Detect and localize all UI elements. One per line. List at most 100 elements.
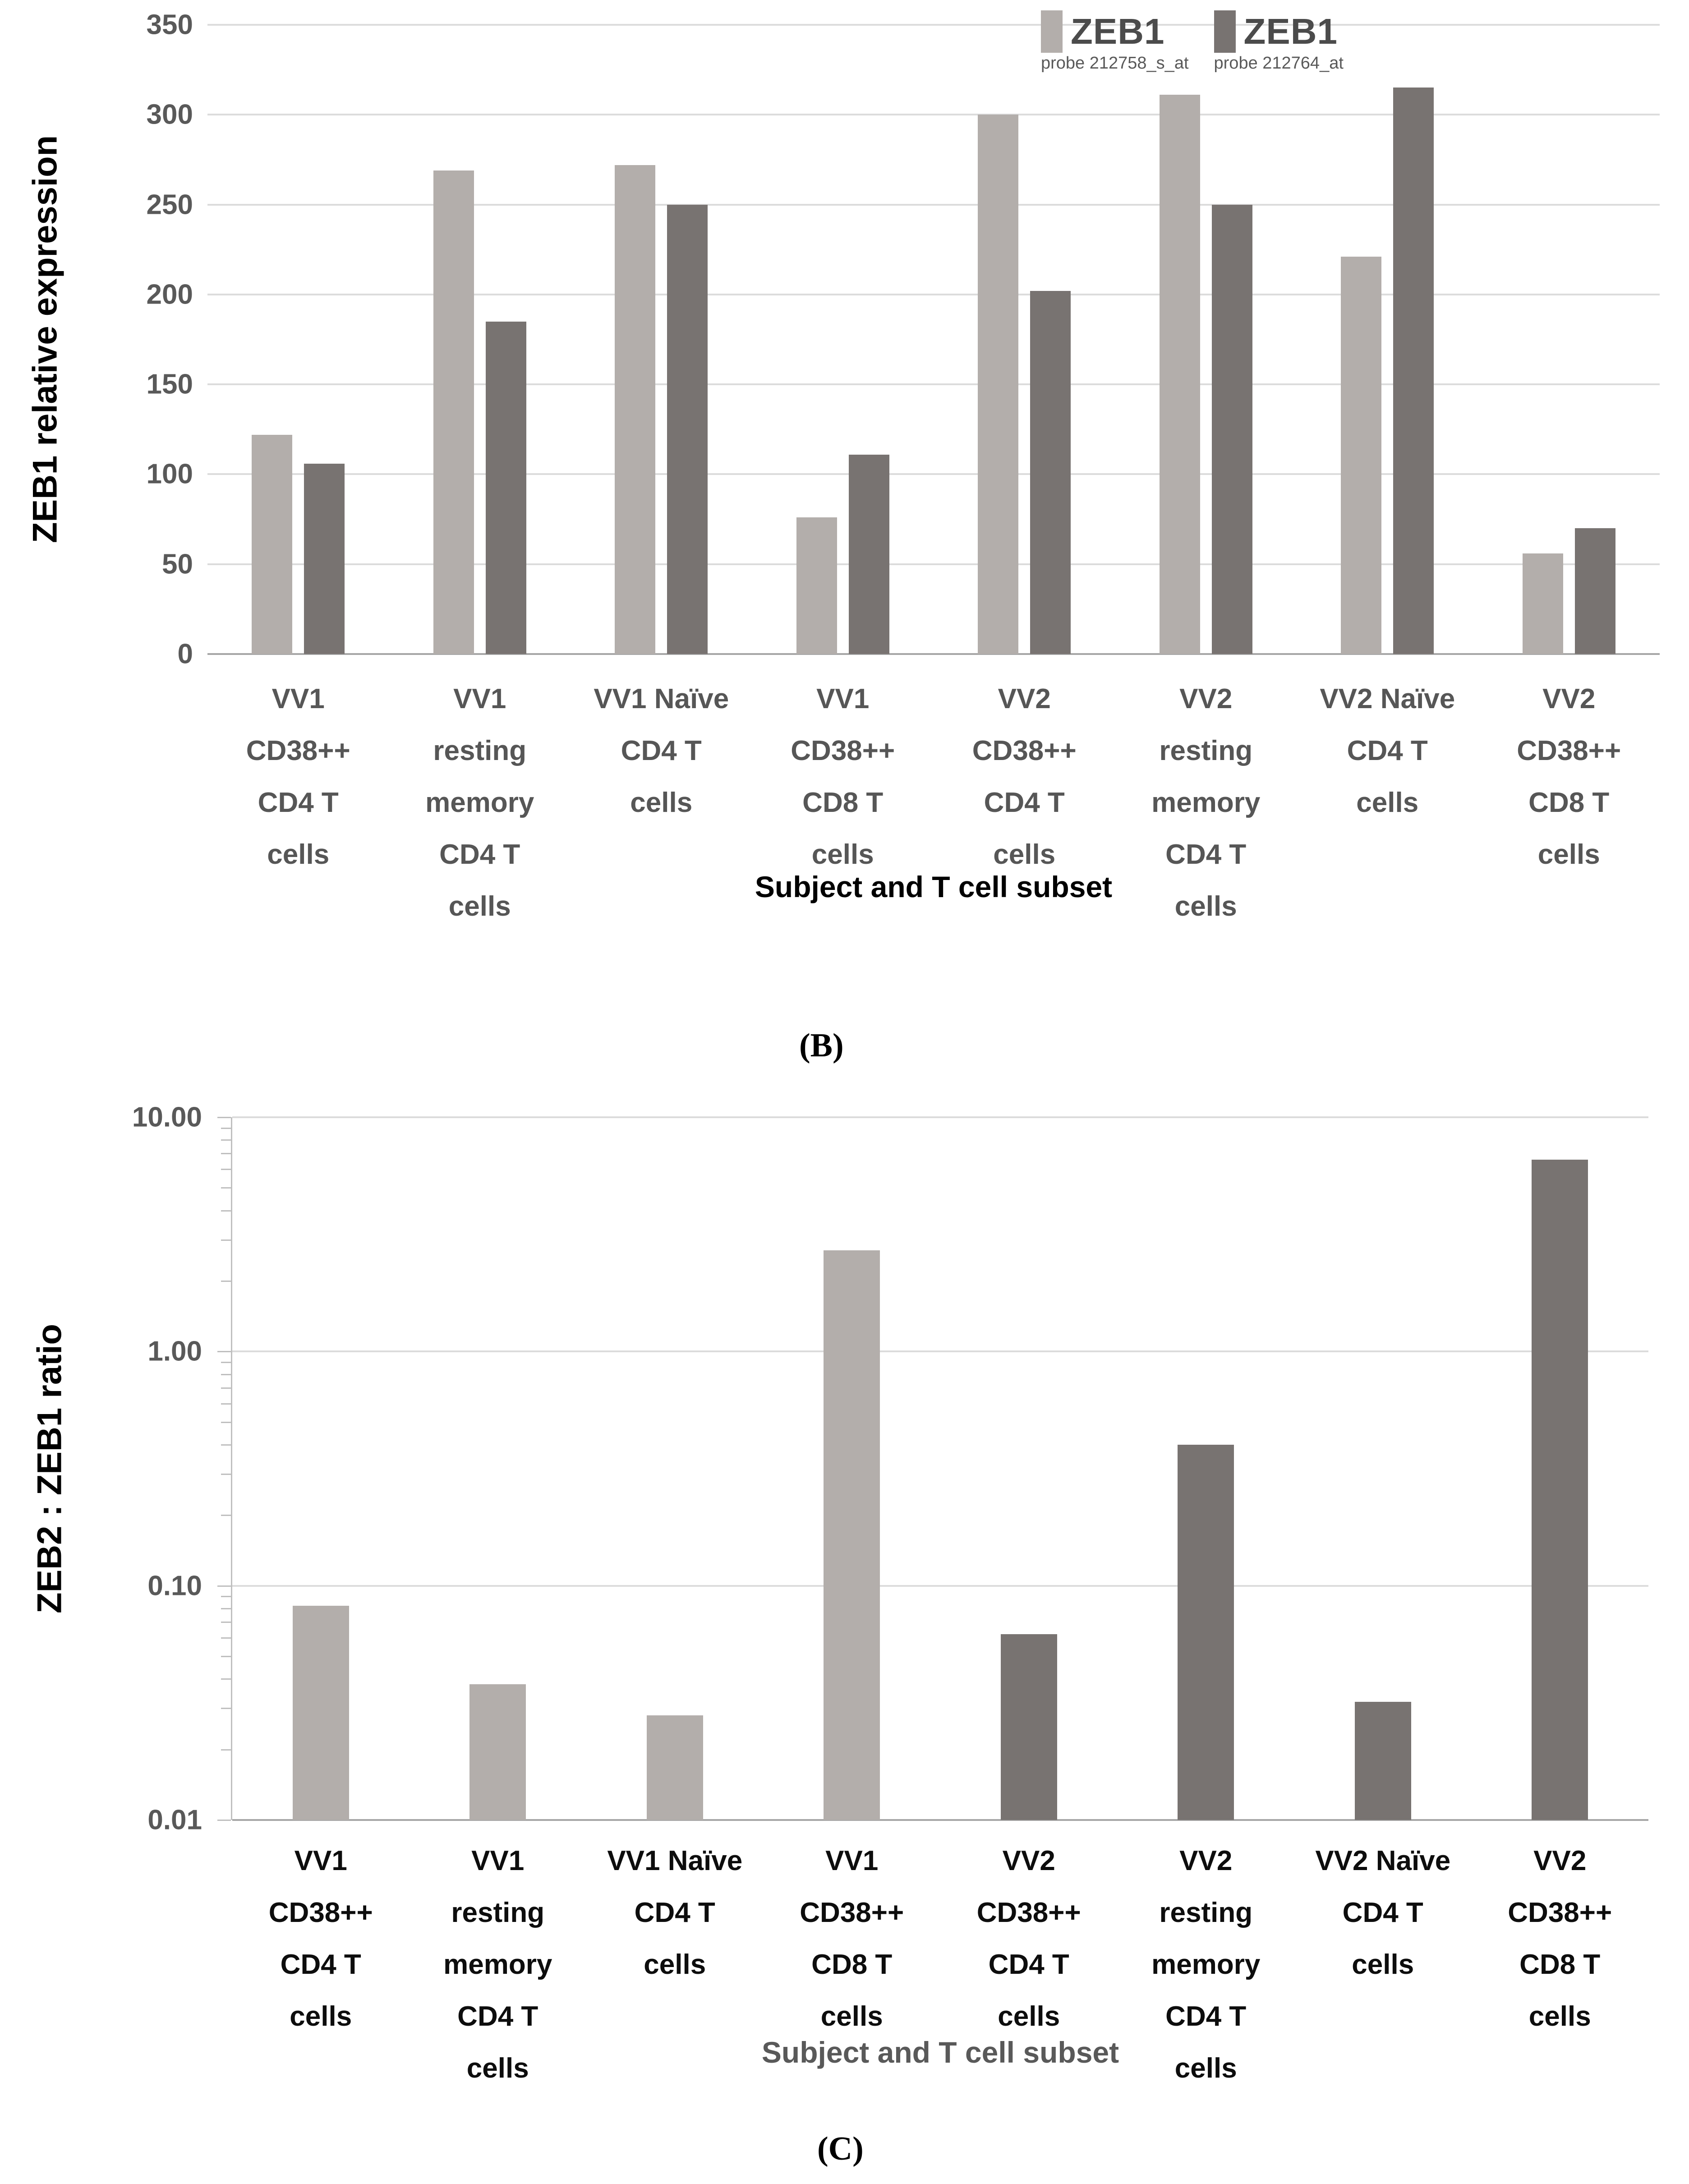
category-label: VV1 resting memory CD4 T cells bbox=[425, 683, 534, 922]
y-axis-major-tick bbox=[217, 1820, 231, 1821]
gridline bbox=[207, 563, 1660, 565]
y-axis-minor-tick bbox=[221, 1187, 231, 1189]
x-axis-title-b: Subject and T cell subset bbox=[755, 870, 1113, 903]
category-label: VV1 CD38++ CD8 T cells bbox=[800, 1845, 904, 2032]
y-tick-label: 150 bbox=[146, 369, 193, 400]
y-axis-minor-tick bbox=[221, 1678, 231, 1680]
bar bbox=[433, 170, 474, 654]
gridline bbox=[232, 1585, 1648, 1587]
y-axis-minor-tick bbox=[221, 1127, 231, 1129]
bar bbox=[647, 1715, 703, 1820]
gridline bbox=[207, 293, 1660, 295]
category-label: VV1 resting memory CD4 T cells bbox=[443, 1845, 552, 2084]
y-axis-minor-tick bbox=[221, 1708, 231, 1709]
y-axis-minor-tick bbox=[221, 1608, 231, 1609]
y-axis-ticks-b: 350 300 250 200 150 100 50 0 bbox=[0, 9, 193, 670]
x-axis-categories-b: VV1 CD38++ CD4 T cells VV1 resting memory… bbox=[207, 673, 1660, 932]
legend-label: ZEB1 bbox=[1243, 11, 1338, 51]
bar bbox=[469, 1684, 526, 1820]
y-axis-minor-tick bbox=[221, 1210, 231, 1212]
category-label: VV2 CD38++ CD4 T cells bbox=[972, 683, 1077, 870]
panel-letter-c: (C) bbox=[817, 2130, 864, 2167]
gridline bbox=[207, 203, 1660, 206]
legend: ZEB1 probe 212758_s_at ZEB1 probe 212764… bbox=[1041, 10, 1344, 73]
bar bbox=[1030, 291, 1071, 654]
y-axis-minor-tick bbox=[221, 1656, 231, 1657]
y-axis-minor-tick bbox=[221, 1403, 231, 1405]
y-axis-major-tick bbox=[217, 1117, 231, 1118]
gridline bbox=[207, 114, 1660, 116]
y-axis-minor-tick bbox=[221, 1637, 231, 1639]
category-label: VV1 Naïve CD4 T cells bbox=[607, 1845, 743, 1980]
y-tick-label: 250 bbox=[146, 189, 193, 221]
gridline bbox=[207, 473, 1660, 475]
y-axis-ticks-c: 10.00 1.00 0.10 0.01 bbox=[0, 1102, 202, 1836]
x-axis-title-c: Subject and T cell subset bbox=[761, 2036, 1119, 2069]
bar bbox=[293, 1606, 349, 1820]
bar bbox=[849, 455, 889, 654]
gridline bbox=[232, 1350, 1648, 1353]
x-axis-categories-c: VV1 CD38++ CD4 T cells VV1 resting memory… bbox=[232, 1835, 1648, 2094]
y-axis-major-tick bbox=[217, 1351, 231, 1353]
category-label: VV2 Naïve CD4 T cells bbox=[1315, 1845, 1451, 1980]
gridline bbox=[207, 24, 1660, 26]
bar bbox=[1575, 528, 1615, 654]
bar bbox=[1160, 95, 1200, 654]
y-tick-label: 350 bbox=[146, 9, 193, 41]
bar bbox=[252, 435, 292, 654]
category-label: VV1 CD38++ CD4 T cells bbox=[246, 683, 350, 870]
category-label: VV1 CD38++ CD4 T cells bbox=[268, 1845, 373, 2032]
bar bbox=[1393, 88, 1434, 654]
bar bbox=[1523, 553, 1563, 654]
bar bbox=[824, 1250, 880, 1820]
y-tick-label: 0 bbox=[177, 638, 193, 670]
y-tick-label: 0.10 bbox=[147, 1570, 202, 1602]
y-axis-minor-tick bbox=[221, 1153, 231, 1155]
category-label: VV2 resting memory CD4 T cells bbox=[1151, 683, 1261, 922]
legend-swatch-light-icon bbox=[1041, 10, 1063, 53]
plot-area-c bbox=[217, 1116, 1648, 1821]
legend-swatch-dark-icon bbox=[1214, 10, 1236, 53]
bar bbox=[1178, 1445, 1234, 1820]
plot-area-b: ZEB1 probe 212758_s_at ZEB1 probe 212764… bbox=[207, 10, 1660, 655]
gridline bbox=[207, 383, 1660, 386]
bar bbox=[1001, 1634, 1057, 1820]
y-axis-minor-tick bbox=[221, 1362, 231, 1364]
y-axis-minor-tick bbox=[221, 1169, 231, 1170]
legend-sublabel: probe 212764_at bbox=[1214, 54, 1344, 73]
y-axis-minor-tick bbox=[221, 1421, 231, 1423]
gridline bbox=[232, 1116, 1648, 1118]
y-axis-minor-tick bbox=[221, 1139, 231, 1141]
y-tick-label: 1.00 bbox=[147, 1336, 202, 1367]
y-axis-minor-tick bbox=[221, 1387, 231, 1389]
y-axis-minor-tick bbox=[221, 1373, 231, 1375]
y-axis-minor-tick bbox=[221, 1596, 231, 1598]
category-label: VV1 Naïve CD4 T cells bbox=[594, 683, 729, 818]
legend-label: ZEB1 bbox=[1071, 11, 1165, 51]
bar bbox=[796, 517, 837, 654]
bar bbox=[1355, 1702, 1411, 1820]
bar bbox=[667, 205, 708, 654]
bar bbox=[978, 115, 1018, 654]
y-axis-minor-tick bbox=[221, 1280, 231, 1282]
y-axis-minor-tick bbox=[221, 1239, 231, 1241]
legend-entry-probe-212764: ZEB1 probe 212764_at bbox=[1214, 10, 1344, 73]
category-label: VV2 CD38++ CD8 T cells bbox=[1517, 683, 1621, 870]
y-axis-minor-tick bbox=[221, 1749, 231, 1751]
y-tick-label: 50 bbox=[162, 548, 193, 580]
y-axis-line bbox=[231, 1117, 232, 1820]
category-label: VV2 Naïve CD4 T cells bbox=[1320, 683, 1455, 818]
bar bbox=[304, 464, 345, 654]
bar bbox=[1532, 1160, 1588, 1820]
category-label: VV2 resting memory CD4 T cells bbox=[1151, 1845, 1261, 2084]
category-label: VV2 CD38++ CD4 T cells bbox=[976, 1845, 1081, 2032]
y-axis-major-tick bbox=[217, 1585, 231, 1587]
panel-letter-b: (B) bbox=[799, 1027, 844, 1064]
y-axis-minor-tick bbox=[221, 1622, 231, 1623]
bar bbox=[615, 165, 655, 654]
y-tick-label: 300 bbox=[146, 99, 193, 130]
legend-entry-probe-212758: ZEB1 probe 212758_s_at bbox=[1041, 10, 1189, 73]
y-axis-minor-tick bbox=[221, 1473, 231, 1475]
legend-sublabel: probe 212758_s_at bbox=[1041, 54, 1189, 73]
